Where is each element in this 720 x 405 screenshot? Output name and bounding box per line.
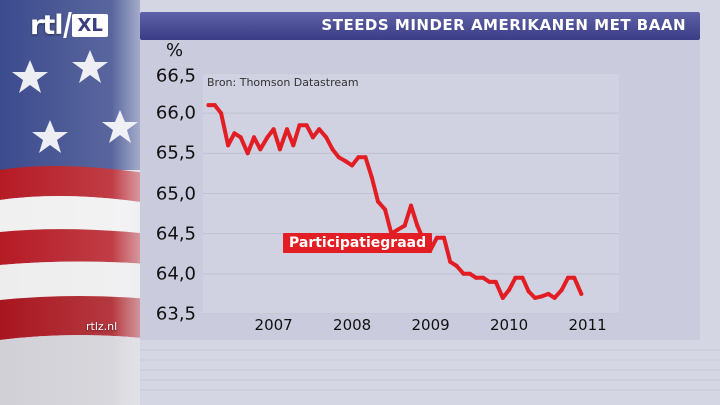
data-point [383,207,388,212]
data-point [481,275,486,280]
data-point [559,287,564,292]
x-tick-label: 2007 [254,316,293,334]
data-point [520,275,525,280]
rtl-xl-logo: rtl XL [30,8,108,42]
series-label: Participatiegraad [283,233,433,253]
headline: STEEDS MINDER AMERIKANEN MET BAAN [321,16,686,34]
data-point [467,271,472,276]
y-tick-label: 66,0 [155,102,196,124]
data-point [454,263,459,268]
data-point [487,279,492,284]
data-point [540,294,545,299]
data-point [206,103,211,108]
data-point [297,123,302,128]
logo-sub: XL [72,13,108,37]
x-tick-label: 2009 [411,316,450,334]
logo-main: rtl [30,9,63,41]
data-point [285,127,289,132]
data-point [500,295,505,300]
x-tick-label: 2008 [333,316,372,334]
data-point [448,259,453,264]
data-point [474,275,479,280]
data-point [212,103,217,108]
data-point [271,127,276,132]
data-point [238,135,243,140]
data-point [336,155,341,160]
series-line-participatiegraad [206,103,584,300]
data-point [252,135,256,140]
data-point [350,163,355,168]
data-point [277,147,282,152]
data-point [232,131,237,136]
data-point [415,223,420,228]
data-point [461,271,466,276]
data-point [533,295,537,300]
data-point [343,159,348,164]
data-point [442,235,446,240]
data-point [363,155,368,160]
y-tick-label: 66,5 [155,65,196,87]
data-point [572,275,577,280]
y-tick-label: 63,5 [155,303,196,325]
y-tick-label: 64,0 [155,263,196,285]
y-tick-label: 65,0 [155,183,196,204]
y-tick-label: 64,5 [155,223,196,245]
data-point [369,175,374,180]
data-point [330,147,335,152]
logo-separator [63,12,73,38]
chart-plot-area [203,73,619,314]
data-point [317,127,322,132]
site-url: rtlz.nl [86,320,118,333]
data-point [376,199,380,204]
data-point [402,223,407,228]
data-point [507,287,512,292]
chart-source: Bron: Thomson Datastream [207,76,359,89]
data-point [310,135,315,140]
data-point [552,295,557,300]
y-axis-unit: % [166,40,184,61]
data-point [409,203,413,208]
data-point [395,227,400,232]
data-point [579,291,584,296]
data-point [434,235,439,240]
data-point [226,143,231,148]
data-point [291,143,296,148]
data-point [493,279,498,284]
x-tick-label: 2010 [490,316,529,334]
data-point [258,147,263,152]
data-point [265,135,270,140]
data-point [219,111,224,116]
data-point [356,155,361,160]
data-point [324,135,329,140]
data-point [304,123,309,128]
data-point [513,275,518,280]
headline-bar: STEEDS MINDER AMERIKANEN MET BAAN [140,12,700,40]
x-tick-label: 2011 [568,316,607,334]
data-point [526,289,531,294]
data-point [546,291,551,296]
data-point [245,151,250,156]
data-point [566,275,570,280]
y-tick-label: 65,5 [155,142,196,164]
